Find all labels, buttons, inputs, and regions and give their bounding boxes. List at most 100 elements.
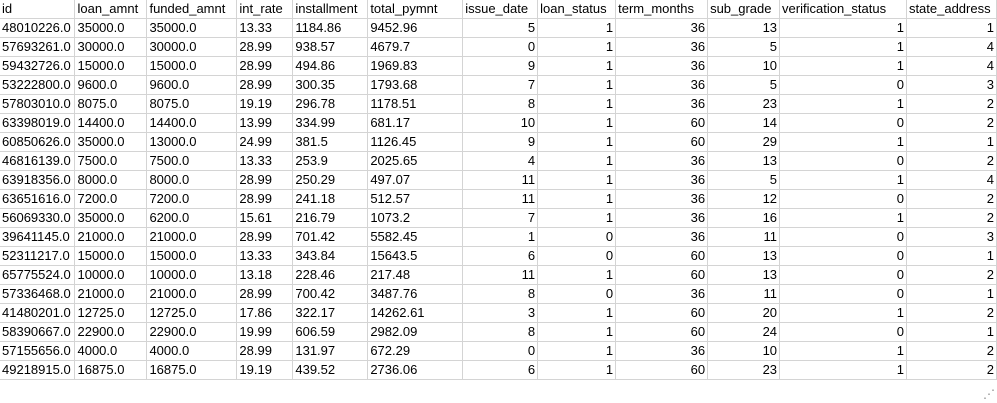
cell-loan-amnt[interactable]: 4000.0 <box>74 341 148 361</box>
cell-installment[interactable]: 296.78 <box>292 94 369 114</box>
cell-sub-grade[interactable]: 16 <box>707 208 781 228</box>
cell-id[interactable]: 57336468.0 <box>0 284 76 304</box>
column-header-funded-amnt[interactable]: funded_amnt <box>146 0 238 19</box>
cell-funded-amnt[interactable]: 21000.0 <box>146 284 238 304</box>
cell-installment[interactable]: 216.79 <box>292 208 369 228</box>
cell-id[interactable]: 57803010.0 <box>0 94 76 114</box>
cell-issue-date[interactable]: 5 <box>462 18 539 38</box>
cell-total-pymnt[interactable]: 672.29 <box>367 341 464 361</box>
cell-int-rate[interactable]: 28.99 <box>236 227 294 247</box>
cell-issue-date[interactable]: 11 <box>462 189 539 209</box>
cell-term-months[interactable]: 36 <box>615 37 709 57</box>
cell-funded-amnt[interactable]: 22900.0 <box>146 322 238 342</box>
cell-int-rate[interactable]: 19.19 <box>236 94 294 114</box>
cell-total-pymnt[interactable]: 14262.61 <box>367 303 464 323</box>
cell-funded-amnt[interactable]: 7200.0 <box>146 189 238 209</box>
cell-loan-amnt[interactable]: 14400.0 <box>74 113 148 133</box>
cell-issue-date[interactable]: 7 <box>462 75 539 95</box>
cell-total-pymnt[interactable]: 4679.7 <box>367 37 464 57</box>
cell-installment[interactable]: 494.86 <box>292 56 369 76</box>
cell-verification-status[interactable]: 1 <box>779 341 907 361</box>
cell-issue-date[interactable]: 7 <box>462 208 539 228</box>
cell-state-address[interactable]: 2 <box>906 303 997 323</box>
cell-sub-grade[interactable]: 11 <box>707 227 781 247</box>
cell-loan-status[interactable]: 1 <box>537 113 617 133</box>
cell-id[interactable]: 53222800.0 <box>0 75 76 95</box>
cell-issue-date[interactable]: 4 <box>462 151 539 171</box>
cell-loan-amnt[interactable]: 35000.0 <box>74 132 148 152</box>
cell-int-rate[interactable]: 24.99 <box>236 132 294 152</box>
cell-id[interactable]: 57693261.0 <box>0 37 76 57</box>
cell-sub-grade[interactable]: 20 <box>707 303 781 323</box>
cell-funded-amnt[interactable]: 4000.0 <box>146 341 238 361</box>
cell-sub-grade[interactable]: 29 <box>707 132 781 152</box>
cell-id[interactable]: 39641145.0 <box>0 227 76 247</box>
cell-term-months[interactable]: 36 <box>615 170 709 190</box>
cell-sub-grade[interactable]: 5 <box>707 75 781 95</box>
cell-loan-amnt[interactable]: 35000.0 <box>74 208 148 228</box>
cell-loan-status[interactable]: 1 <box>537 132 617 152</box>
cell-verification-status[interactable]: 1 <box>779 56 907 76</box>
cell-issue-date[interactable]: 0 <box>462 341 539 361</box>
cell-state-address[interactable]: 2 <box>906 151 997 171</box>
cell-loan-status[interactable]: 1 <box>537 341 617 361</box>
cell-funded-amnt[interactable]: 7500.0 <box>146 151 238 171</box>
cell-id[interactable]: 52311217.0 <box>0 246 76 266</box>
cell-term-months[interactable]: 36 <box>615 94 709 114</box>
cell-int-rate[interactable]: 28.99 <box>236 56 294 76</box>
cell-int-rate[interactable]: 13.33 <box>236 151 294 171</box>
cell-issue-date[interactable]: 8 <box>462 322 539 342</box>
cell-funded-amnt[interactable]: 35000.0 <box>146 18 238 38</box>
cell-state-address[interactable]: 3 <box>906 75 997 95</box>
cell-verification-status[interactable]: 1 <box>779 132 907 152</box>
cell-installment[interactable]: 439.52 <box>292 360 369 380</box>
cell-issue-date[interactable]: 9 <box>462 56 539 76</box>
cell-loan-amnt[interactable]: 22900.0 <box>74 322 148 342</box>
cell-sub-grade[interactable]: 11 <box>707 284 781 304</box>
cell-total-pymnt[interactable]: 2982.09 <box>367 322 464 342</box>
cell-id[interactable]: 48010226.0 <box>0 18 76 38</box>
cell-total-pymnt[interactable]: 2025.65 <box>367 151 464 171</box>
cell-funded-amnt[interactable]: 9600.0 <box>146 75 238 95</box>
cell-int-rate[interactable]: 13.33 <box>236 18 294 38</box>
cell-sub-grade[interactable]: 5 <box>707 170 781 190</box>
cell-issue-date[interactable]: 10 <box>462 113 539 133</box>
cell-id[interactable]: 57155656.0 <box>0 341 76 361</box>
column-header-term-months[interactable]: term_months <box>615 0 709 19</box>
cell-loan-amnt[interactable]: 10000.0 <box>74 265 148 285</box>
cell-loan-status[interactable]: 1 <box>537 94 617 114</box>
cell-term-months[interactable]: 36 <box>615 56 709 76</box>
cell-installment[interactable]: 131.97 <box>292 341 369 361</box>
cell-loan-status[interactable]: 1 <box>537 37 617 57</box>
cell-total-pymnt[interactable]: 1969.83 <box>367 56 464 76</box>
cell-funded-amnt[interactable]: 8075.0 <box>146 94 238 114</box>
cell-verification-status[interactable]: 1 <box>779 18 907 38</box>
cell-total-pymnt[interactable]: 497.07 <box>367 170 464 190</box>
cell-loan-amnt[interactable]: 8000.0 <box>74 170 148 190</box>
cell-installment[interactable]: 938.57 <box>292 37 369 57</box>
column-header-total-pymnt[interactable]: total_pymnt <box>367 0 464 19</box>
cell-int-rate[interactable]: 17.86 <box>236 303 294 323</box>
cell-term-months[interactable]: 36 <box>615 75 709 95</box>
cell-total-pymnt[interactable]: 5582.45 <box>367 227 464 247</box>
cell-total-pymnt[interactable]: 217.48 <box>367 265 464 285</box>
cell-loan-status[interactable]: 1 <box>537 189 617 209</box>
cell-loan-amnt[interactable]: 7500.0 <box>74 151 148 171</box>
cell-issue-date[interactable]: 1 <box>462 227 539 247</box>
cell-loan-amnt[interactable]: 21000.0 <box>74 284 148 304</box>
cell-state-address[interactable]: 4 <box>906 56 997 76</box>
cell-term-months[interactable]: 36 <box>615 227 709 247</box>
cell-loan-status[interactable]: 0 <box>537 227 617 247</box>
cell-loan-status[interactable]: 1 <box>537 360 617 380</box>
cell-state-address[interactable]: 2 <box>906 265 997 285</box>
cell-verification-status[interactable]: 1 <box>779 208 907 228</box>
cell-term-months[interactable]: 36 <box>615 341 709 361</box>
column-header-installment[interactable]: installment <box>292 0 369 19</box>
cell-total-pymnt[interactable]: 1178.51 <box>367 94 464 114</box>
cell-state-address[interactable]: 1 <box>906 18 997 38</box>
cell-installment[interactable]: 343.84 <box>292 246 369 266</box>
cell-verification-status[interactable]: 0 <box>779 113 907 133</box>
cell-term-months[interactable]: 60 <box>615 322 709 342</box>
cell-term-months[interactable]: 60 <box>615 303 709 323</box>
cell-state-address[interactable]: 2 <box>906 341 997 361</box>
